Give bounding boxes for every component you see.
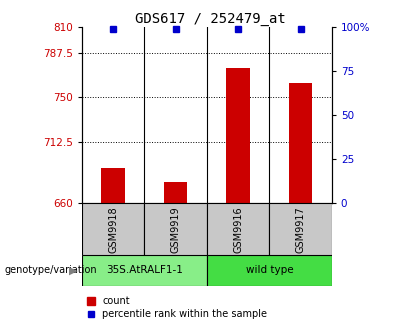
Text: GDS617 / 252479_at: GDS617 / 252479_at	[135, 12, 285, 26]
Text: genotype/variation: genotype/variation	[4, 265, 97, 276]
Text: GSM9916: GSM9916	[233, 206, 243, 253]
Bar	[82, 203, 144, 255]
Bar	[207, 255, 332, 286]
Text: GSM9917: GSM9917	[296, 206, 306, 253]
Bar	[82, 255, 207, 286]
Text: 35S.AtRALF1-1: 35S.AtRALF1-1	[106, 265, 183, 276]
Bar	[226, 68, 250, 203]
Bar	[101, 168, 125, 203]
Text: wild type: wild type	[246, 265, 293, 276]
Text: GSM9918: GSM9918	[108, 206, 118, 253]
Text: GSM9919: GSM9919	[171, 206, 181, 253]
Text: ▶: ▶	[69, 265, 78, 276]
Bar	[207, 203, 269, 255]
Bar	[164, 182, 187, 203]
Legend: count, percentile rank within the sample: count, percentile rank within the sample	[87, 296, 267, 320]
Bar	[144, 203, 207, 255]
Bar	[289, 83, 312, 203]
Bar	[269, 203, 332, 255]
